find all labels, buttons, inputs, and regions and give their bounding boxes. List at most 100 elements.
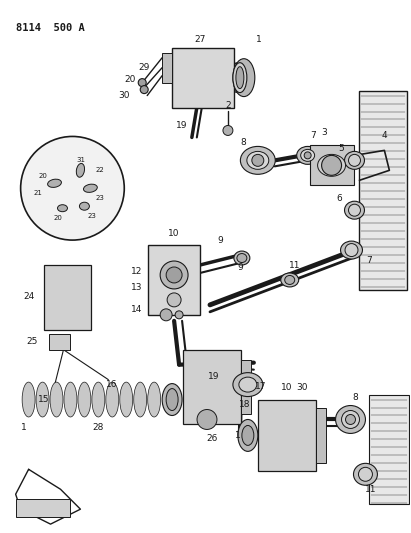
Text: 27: 27 [194,35,206,44]
Text: 7: 7 [367,255,372,264]
Text: 18: 18 [239,400,251,409]
Bar [183,350,241,424]
Text: 13: 13 [130,284,142,293]
Bar [48,334,70,350]
Ellipse shape [349,155,360,166]
Ellipse shape [76,164,85,177]
Ellipse shape [162,384,182,416]
Ellipse shape [341,241,363,259]
Ellipse shape [48,179,61,188]
Text: 26: 26 [206,434,218,443]
Text: 22: 22 [96,167,105,173]
Ellipse shape [50,382,63,417]
Bar [258,400,316,471]
Text: 6: 6 [337,193,342,203]
Circle shape [160,309,172,321]
Ellipse shape [233,373,263,397]
Bar [309,146,355,185]
Text: 5: 5 [339,144,344,153]
Text: 16: 16 [106,380,117,389]
Ellipse shape [106,382,119,417]
Ellipse shape [285,276,295,285]
Bar [316,408,326,463]
Ellipse shape [349,204,360,216]
Ellipse shape [166,389,178,410]
Bar [369,394,409,504]
Ellipse shape [120,382,133,417]
Ellipse shape [297,147,319,164]
Text: 20: 20 [125,75,136,84]
Text: 9: 9 [217,236,223,245]
Ellipse shape [233,63,247,93]
Ellipse shape [301,149,315,161]
Circle shape [140,86,148,94]
Ellipse shape [335,406,365,433]
Circle shape [21,136,124,240]
Ellipse shape [344,151,365,169]
Ellipse shape [358,467,372,481]
Ellipse shape [238,419,258,451]
Text: 25: 25 [26,337,37,346]
Text: 23: 23 [88,213,97,219]
Ellipse shape [79,202,90,210]
Text: 19: 19 [208,372,220,381]
Ellipse shape [134,382,147,417]
Text: 19: 19 [176,121,188,130]
Text: 30: 30 [118,91,130,100]
Text: 23: 23 [96,195,105,201]
Ellipse shape [78,382,91,417]
Ellipse shape [240,147,275,174]
Text: 28: 28 [92,423,104,432]
Bar [360,91,407,290]
Bar [16,499,70,517]
Text: 7: 7 [310,131,316,140]
Ellipse shape [148,382,161,417]
Ellipse shape [345,244,358,256]
Text: 2: 2 [225,101,231,110]
Circle shape [197,409,217,430]
Text: 21: 21 [33,190,42,196]
Text: 29: 29 [139,63,150,72]
Circle shape [166,267,182,283]
Ellipse shape [342,410,360,429]
Ellipse shape [233,59,255,96]
Bar [241,360,251,415]
Text: 10: 10 [169,229,180,238]
Ellipse shape [242,425,254,446]
Text: 20: 20 [53,215,62,221]
Text: 24: 24 [23,293,34,301]
Ellipse shape [234,251,250,265]
Ellipse shape [346,415,356,424]
Ellipse shape [252,155,264,166]
Circle shape [321,156,342,175]
Text: 1: 1 [256,35,262,44]
Text: 10: 10 [281,383,293,392]
Text: 8114  500 A: 8114 500 A [16,23,84,33]
Circle shape [160,261,188,289]
Text: 11: 11 [365,484,376,494]
Ellipse shape [239,377,257,392]
Ellipse shape [247,151,269,169]
Circle shape [175,311,183,319]
Text: 17: 17 [255,382,267,391]
Bar [44,265,91,330]
Ellipse shape [318,155,346,176]
Ellipse shape [237,254,247,263]
Circle shape [167,293,181,307]
Text: 9: 9 [237,263,243,272]
Bar [172,48,234,108]
Text: 12: 12 [131,268,142,277]
Text: 14: 14 [131,305,142,314]
Ellipse shape [92,382,105,417]
Text: 15: 15 [38,395,49,404]
Text: 1: 1 [235,431,241,440]
Ellipse shape [281,273,299,287]
Text: 20: 20 [38,173,47,179]
Text: 30: 30 [296,383,307,392]
Ellipse shape [83,184,97,192]
Ellipse shape [223,125,233,135]
Ellipse shape [64,382,77,417]
Text: 4: 4 [381,131,387,140]
Ellipse shape [58,205,67,212]
Ellipse shape [236,67,244,88]
